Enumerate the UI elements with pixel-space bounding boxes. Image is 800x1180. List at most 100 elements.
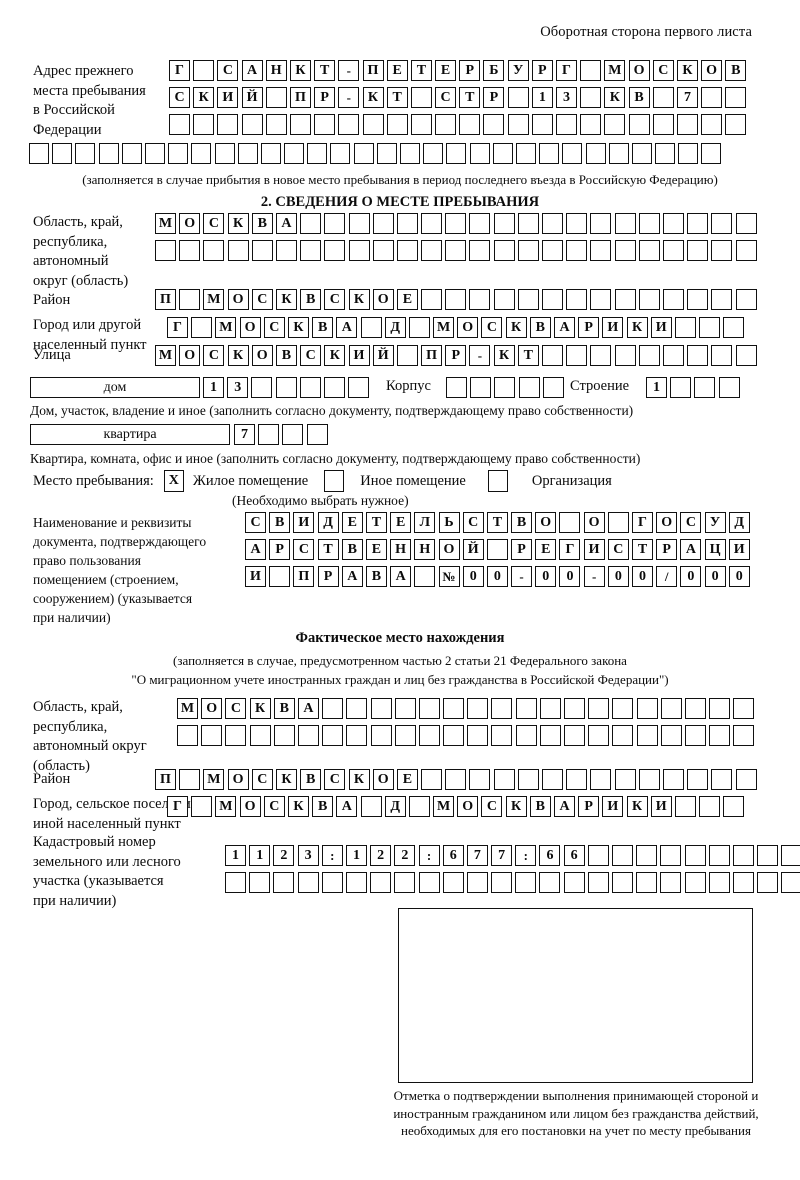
char-cell[interactable] (638, 213, 660, 234)
char-cell[interactable]: У (704, 512, 726, 533)
char-cell[interactable]: В (312, 317, 334, 338)
char-cell[interactable] (214, 143, 235, 164)
char-cell[interactable]: Ь (438, 512, 460, 533)
char-cell[interactable] (418, 872, 440, 893)
char-cell[interactable] (469, 240, 491, 261)
char-cell[interactable]: Р (445, 345, 467, 366)
char-cell[interactable]: В (628, 87, 650, 108)
char-cell[interactable] (612, 872, 633, 893)
char-cell[interactable]: К (275, 289, 297, 310)
char-cell[interactable] (614, 213, 636, 234)
char-cell[interactable] (757, 845, 779, 866)
char-cell[interactable]: И (245, 566, 266, 587)
char-cell[interactable]: Г (167, 317, 188, 338)
char-cell[interactable]: Е (435, 60, 457, 81)
char-cell[interactable]: К (604, 87, 626, 108)
char-cell[interactable] (757, 872, 779, 893)
char-cell[interactable] (275, 240, 297, 261)
char-cell[interactable] (466, 872, 488, 893)
char-cell[interactable] (446, 377, 467, 398)
char-cell[interactable]: Д (317, 512, 339, 533)
char-cell[interactable] (491, 698, 513, 719)
char-cell[interactable] (723, 796, 745, 817)
char-cell[interactable]: К (287, 796, 309, 817)
char-cell[interactable]: 0 (559, 566, 581, 587)
char-cell[interactable] (531, 114, 553, 135)
char-cell[interactable] (687, 345, 709, 366)
char-cell[interactable] (733, 698, 755, 719)
char-cell[interactable] (612, 698, 634, 719)
char-cell[interactable]: О (457, 317, 479, 338)
char-cell[interactable] (631, 143, 652, 164)
char-cell[interactable] (711, 240, 733, 261)
char-cell[interactable] (701, 143, 722, 164)
char-cell[interactable] (662, 240, 684, 261)
flat-number-cells[interactable]: 7 (234, 424, 328, 445)
char-cell[interactable]: К (505, 317, 527, 338)
char-cell[interactable]: К (348, 769, 370, 790)
char-cell[interactable]: А (336, 796, 358, 817)
char-cell[interactable] (559, 512, 581, 533)
char-cell[interactable] (662, 289, 684, 310)
char-cell[interactable]: О (227, 769, 249, 790)
char-cell[interactable] (191, 317, 213, 338)
char-cell[interactable] (563, 872, 585, 893)
house-field-label[interactable]: дом (30, 377, 200, 398)
char-cell[interactable]: 0 (535, 566, 557, 587)
char-cell[interactable] (323, 377, 345, 398)
char-cell[interactable] (386, 114, 408, 135)
char-cell[interactable] (269, 566, 291, 587)
char-cell[interactable]: 1 (249, 845, 271, 866)
char-cell[interactable]: 3 (227, 377, 249, 398)
char-cell[interactable] (307, 143, 328, 164)
char-cell[interactable] (660, 698, 682, 719)
char-cell[interactable]: - (338, 60, 360, 81)
char-cell[interactable] (306, 424, 328, 445)
char-cell[interactable] (348, 213, 370, 234)
char-cell[interactable] (708, 872, 730, 893)
char-cell[interactable] (191, 143, 212, 164)
char-cell[interactable] (284, 143, 305, 164)
char-cell[interactable]: Г (556, 60, 577, 81)
char-cell[interactable] (260, 143, 281, 164)
char-cell[interactable] (711, 769, 733, 790)
char-cell[interactable]: К (348, 289, 370, 310)
char-cell[interactable] (735, 213, 757, 234)
char-cell[interactable] (566, 345, 588, 366)
char-cell[interactable] (177, 725, 198, 746)
char-cell[interactable]: Т (317, 539, 339, 560)
char-cell[interactable] (265, 87, 287, 108)
char-cell[interactable] (265, 114, 287, 135)
char-cell[interactable] (469, 769, 491, 790)
char-cell[interactable] (459, 114, 481, 135)
char-cell[interactable] (723, 317, 745, 338)
char-cell[interactable] (732, 872, 754, 893)
char-cell[interactable] (542, 213, 563, 234)
char-cell[interactable] (249, 725, 271, 746)
char-cell[interactable]: К (493, 345, 515, 366)
char-cell[interactable]: С (293, 539, 315, 560)
char-cell[interactable] (590, 345, 612, 366)
char-cell[interactable] (655, 143, 676, 164)
char-cell[interactable]: Р (578, 796, 600, 817)
char-cell[interactable]: Т (410, 60, 432, 81)
char-cell[interactable]: С (263, 317, 285, 338)
char-cell[interactable]: А (341, 566, 363, 587)
char-cell[interactable]: В (251, 213, 273, 234)
char-cell[interactable] (566, 769, 588, 790)
char-cell[interactable] (418, 698, 440, 719)
char-cell[interactable]: 1 (345, 845, 367, 866)
char-cell[interactable]: : (418, 845, 440, 866)
char-cell[interactable] (628, 114, 650, 135)
char-cell[interactable]: Т (365, 512, 387, 533)
char-cell[interactable]: О (583, 512, 605, 533)
char-cell[interactable] (542, 769, 563, 790)
char-cell[interactable]: М (203, 289, 225, 310)
char-cell[interactable] (258, 424, 280, 445)
char-cell[interactable]: П (293, 566, 315, 587)
